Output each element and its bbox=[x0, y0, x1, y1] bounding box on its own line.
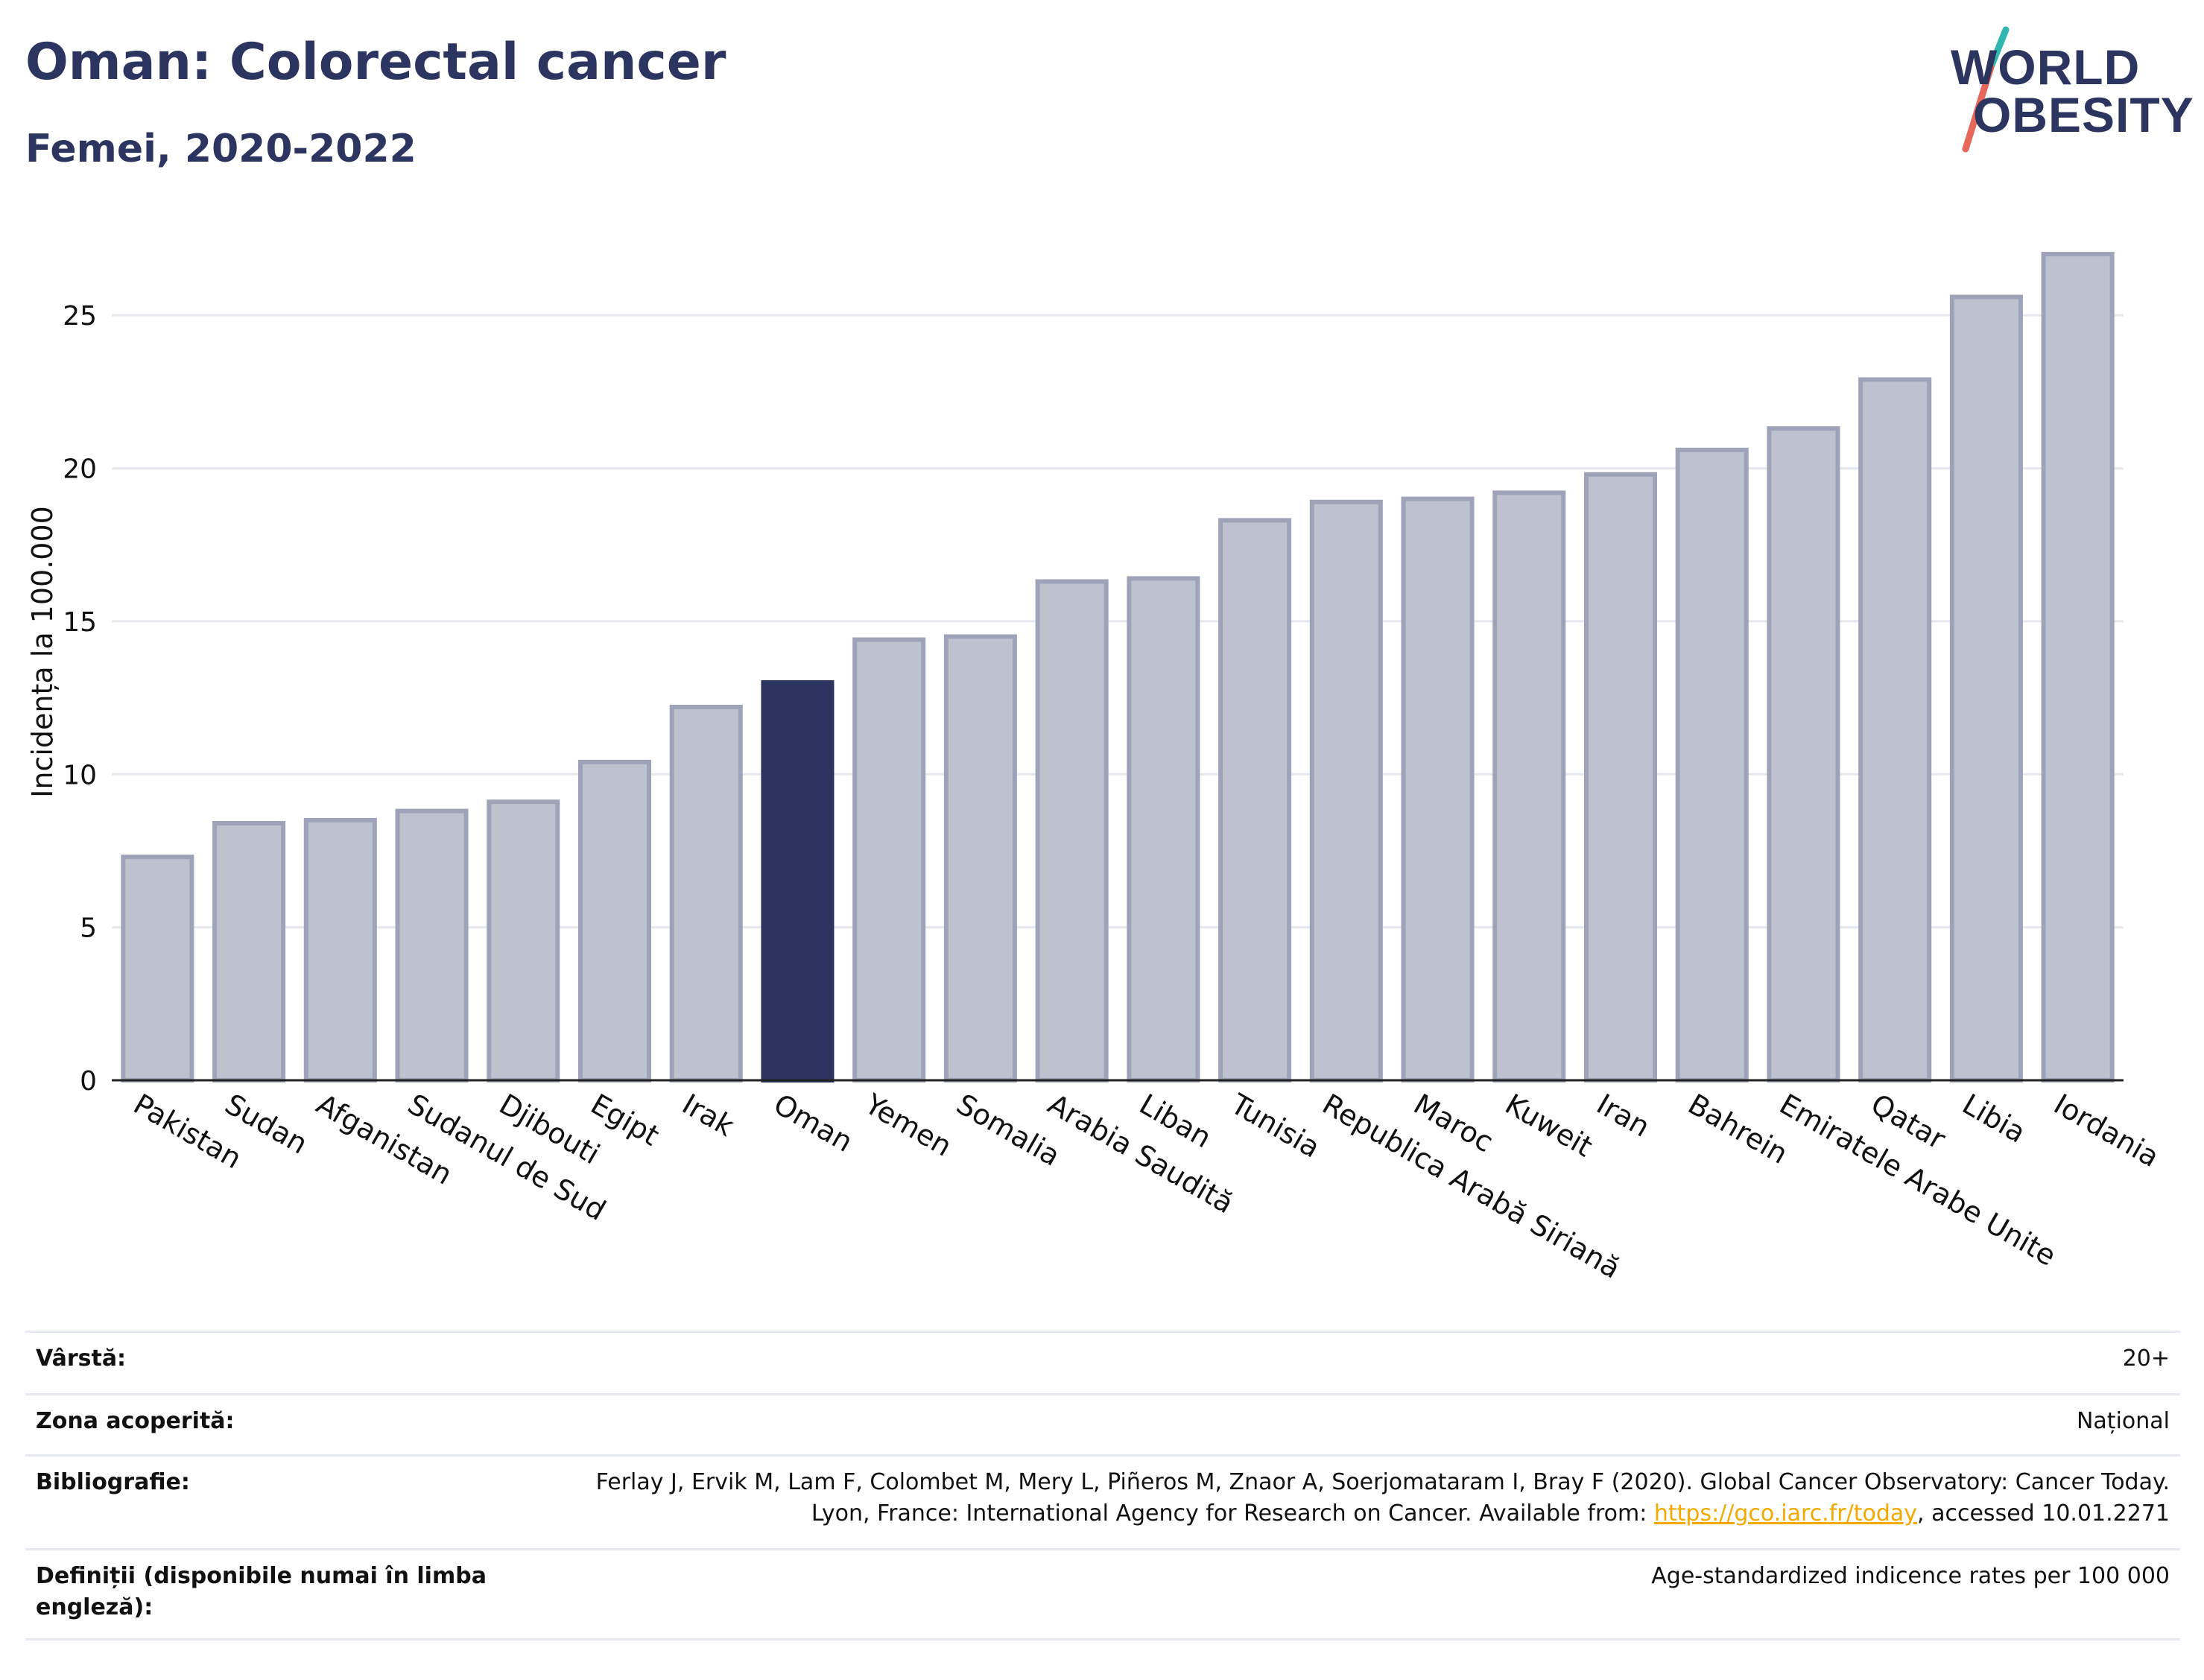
chart-subtitle: Femei, 2020-2022 bbox=[25, 127, 417, 171]
bar-libia bbox=[1949, 294, 2023, 1083]
bar-maroc bbox=[1401, 496, 1475, 1083]
coverage-value: Național bbox=[2076, 1408, 2170, 1434]
chart-title: Oman: Colorectal cancer bbox=[25, 33, 726, 92]
bar-somalia bbox=[943, 634, 1017, 1083]
world-obesity-logo: WORLD OBESITY bbox=[1937, 22, 2194, 164]
bibliography-label: Bibliografie: bbox=[36, 1469, 190, 1495]
logo-line-2: OBESITY bbox=[1973, 87, 2194, 142]
bar-iordania bbox=[2041, 252, 2115, 1083]
bar-arabia-saudită bbox=[1035, 579, 1109, 1083]
age-value: 20+ bbox=[2122, 1345, 2170, 1372]
bar-yemen bbox=[852, 637, 926, 1083]
x-tick-label: Libia bbox=[1957, 1088, 2031, 1150]
x-tick-label: Kuweit bbox=[1500, 1088, 1598, 1164]
x-tick-label: Bahrein bbox=[1682, 1088, 1793, 1170]
definitions-value: Age-standardized indicence rates per 100… bbox=[1651, 1563, 2170, 1589]
bar-iran bbox=[1583, 472, 1658, 1083]
y-tick-label: 5 bbox=[80, 913, 97, 944]
y-axis-label: Incidența la 100.000 bbox=[26, 506, 59, 798]
logo-slash-icon bbox=[1962, 26, 2010, 153]
bibliography-value: Ferlay J, Ervik M, Lam F, Colombet M, Me… bbox=[568, 1467, 2170, 1548]
x-tick-label: Yemen bbox=[859, 1087, 957, 1163]
meta-row-bibliography: Bibliografie: Ferlay J, Ervik M, Lam F, … bbox=[25, 1454, 2180, 1548]
meta-row-definitions: Definiții (disponibile numai în limba en… bbox=[25, 1548, 2180, 1641]
bar-irak bbox=[669, 704, 743, 1083]
bibliography-tail: , accessed 10.01.2271 bbox=[1917, 1500, 2170, 1527]
y-axis-ticks: 0 5 10 15 20 25 bbox=[63, 301, 97, 1097]
bar-afganistan bbox=[303, 817, 377, 1083]
x-tick-label: Somalia bbox=[951, 1088, 1065, 1173]
bar-qatar bbox=[1858, 377, 1932, 1083]
definitions-label: Definiții (disponibile numai în limba en… bbox=[36, 1563, 487, 1620]
bibliography-link[interactable]: https://gco.iarc.fr/today bbox=[1653, 1500, 1918, 1527]
logo-line-1: WORLD bbox=[1951, 39, 2141, 95]
bar-kuweit bbox=[1492, 490, 1566, 1083]
bars bbox=[121, 252, 2115, 1083]
coverage-label: Zona acoperită: bbox=[36, 1408, 235, 1434]
y-tick-label: 0 bbox=[80, 1066, 97, 1097]
bar-tunisia bbox=[1218, 518, 1292, 1083]
bar-liban bbox=[1127, 576, 1200, 1083]
x-tick-label: Iran bbox=[1592, 1088, 1656, 1144]
y-tick-label: 15 bbox=[63, 607, 97, 638]
x-tick-label: Tunisia bbox=[1225, 1087, 1326, 1164]
bar-egipt bbox=[577, 759, 652, 1083]
bar-bahrein bbox=[1675, 447, 1749, 1083]
bar-pakistan bbox=[121, 855, 194, 1083]
x-tick-label: Oman bbox=[768, 1088, 858, 1158]
metadata-table: Vârstă: 20+ Zona acoperită: Național Bib… bbox=[25, 1331, 2180, 1641]
y-tick-label: 20 bbox=[63, 454, 97, 485]
bar-oman bbox=[761, 680, 835, 1083]
bar-emiratele-arabe-unite bbox=[1767, 426, 1840, 1083]
x-tick-label: Irak bbox=[677, 1088, 739, 1143]
bar-sudanul-de-sud bbox=[395, 808, 469, 1083]
bibliography-text: Ferlay J, Ervik M, Lam F, Colombet M, Me… bbox=[595, 1469, 2170, 1527]
bar-chart: 0 5 10 15 20 25 PakistanSudanAfganistanSudanu… bbox=[26, 252, 2165, 1285]
meta-row-coverage: Zona acoperită: Național bbox=[25, 1393, 2180, 1454]
meta-row-age: Vârstă: 20+ bbox=[25, 1331, 2180, 1393]
y-tick-label: 25 bbox=[63, 301, 97, 332]
bar-republica-arabă-siriană bbox=[1309, 499, 1383, 1083]
bar-sudan bbox=[212, 821, 286, 1083]
age-label: Vârstă: bbox=[36, 1345, 127, 1372]
y-tick-label: 10 bbox=[63, 760, 97, 790]
x-tick-label: Iordania bbox=[2048, 1088, 2165, 1173]
bar-djibouti bbox=[487, 799, 560, 1083]
